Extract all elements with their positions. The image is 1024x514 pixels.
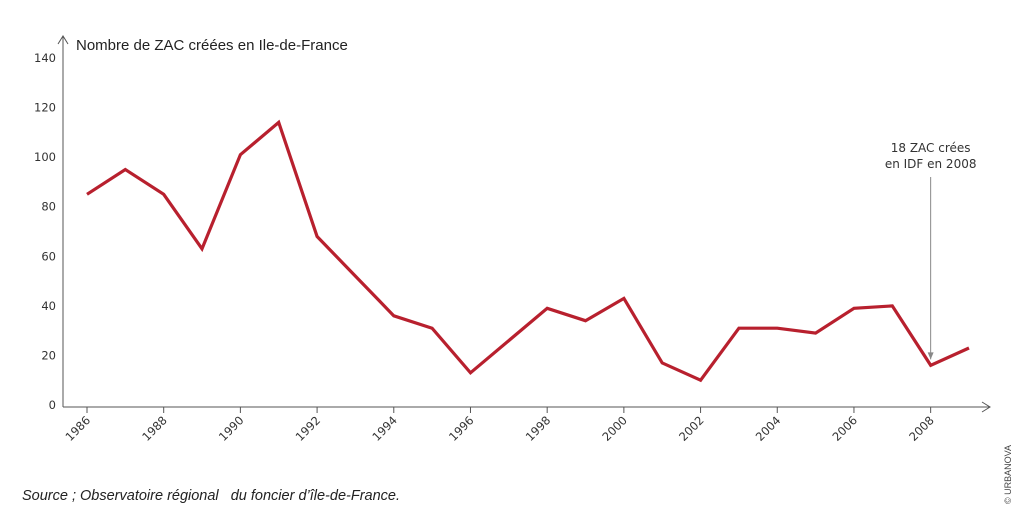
annotation-arrow-head — [927, 352, 934, 360]
y-axis-arrow — [57, 35, 69, 45]
x-tick-label: 1996 — [446, 413, 477, 444]
x-tick-label: 1994 — [369, 413, 400, 444]
y-axis-ticks: 0 20 40 60 80 100 120 140 — [34, 51, 56, 412]
x-tick-label: 1998 — [523, 413, 554, 444]
annotation-text-line: en IDF en 2008 — [885, 157, 977, 171]
x-tick-label: 1988 — [139, 413, 170, 444]
copyright-credit: © URBANOVA — [1003, 445, 1013, 504]
x-tick-label: 2006 — [829, 413, 860, 444]
y-tick-label: 20 — [41, 348, 56, 362]
y-tick-label: 80 — [41, 200, 56, 214]
series-layer — [86, 119, 970, 383]
y-tick-label: 120 — [34, 101, 56, 115]
y-tick-label: 140 — [34, 51, 56, 65]
annotation: 18 ZAC crées en IDF en 2008 — [885, 141, 977, 360]
x-tick-label: 1990 — [216, 413, 247, 444]
x-tick-label: 1992 — [293, 413, 324, 444]
x-tick-label: 2004 — [753, 413, 784, 444]
series-line — [86, 119, 970, 383]
axes — [57, 35, 991, 413]
x-axis-ticks: 1986 1988 1990 1992 1994 1996 1998 2000 2002 2004… — [63, 407, 937, 444]
y-tick-label: 40 — [41, 299, 56, 313]
x-tick-label: 2008 — [906, 413, 937, 444]
annotation-text-line: 18 ZAC crées — [891, 141, 971, 155]
y-tick-label: 0 — [49, 398, 56, 412]
x-axis-arrow — [981, 401, 991, 413]
x-tick-label: 2002 — [676, 413, 707, 444]
x-tick-label: 2000 — [599, 413, 630, 444]
y-tick-label: 100 — [34, 150, 56, 164]
x-tick-label: 1986 — [63, 413, 94, 444]
y-axis-label: Nombre de ZAC créées en Ile-de-France — [76, 37, 348, 54]
source-note: Source ; Observatoire régional du foncie… — [22, 488, 400, 504]
y-tick-label: 60 — [41, 249, 56, 263]
